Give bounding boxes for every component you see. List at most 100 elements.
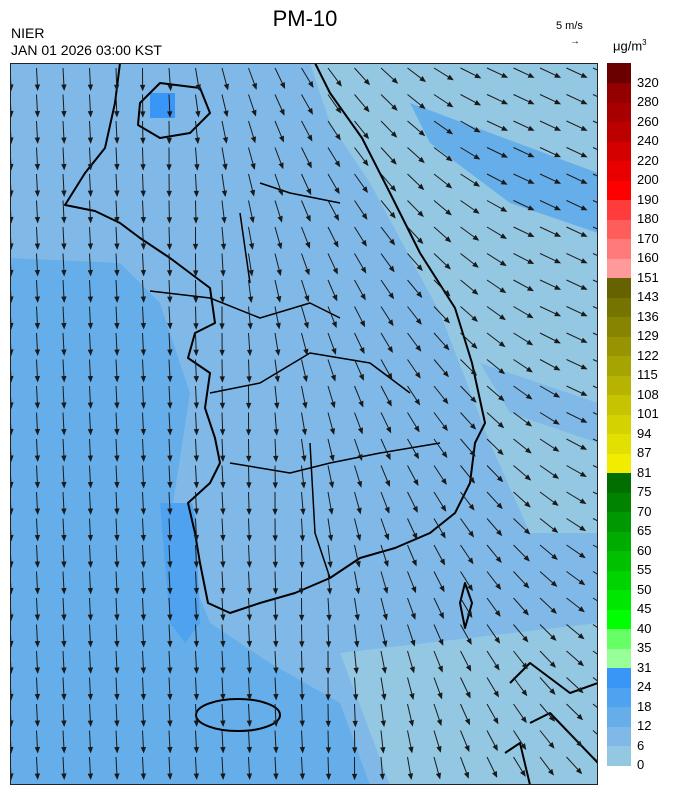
- wind-arrow-head: [34, 773, 41, 780]
- wind-arrow: [592, 385, 598, 389]
- wind-arrow-head: [327, 561, 333, 569]
- wind-arrow-head: [220, 587, 226, 595]
- wind-arrow-head: [219, 402, 226, 410]
- wind-arrow-head: [167, 375, 173, 383]
- wind-arrow-head: [167, 508, 173, 515]
- wind-arrow-head: [220, 534, 226, 542]
- wind-arrow-head: [222, 163, 228, 171]
- colorbar-label: 151: [637, 269, 659, 285]
- wind-arrow-head: [551, 499, 559, 506]
- wind-arrow-head: [167, 720, 173, 727]
- wind-arrow: [592, 491, 598, 495]
- wind-arrow-head: [527, 72, 535, 78]
- colorbar-label: 180: [637, 211, 659, 226]
- wind-arrow-head: [554, 178, 562, 184]
- wind-arrow-head: [354, 587, 361, 595]
- wind-arrow-head: [61, 614, 67, 621]
- wind-arrow: [592, 571, 598, 576]
- wind-arrow-head: [492, 770, 498, 778]
- wind-arrow-head: [464, 745, 470, 753]
- wind-arrow-head: [495, 556, 502, 564]
- colorbar-label: 70: [637, 503, 652, 519]
- wind-arrow-head: [576, 740, 583, 748]
- wind-arrow-head: [492, 744, 498, 752]
- wind-arrow-head: [526, 366, 533, 373]
- wind-arrow-head: [274, 402, 280, 410]
- colorbar-bin: [607, 355, 631, 376]
- colorbar-label: 280: [637, 94, 659, 109]
- wind-arrow-head: [34, 481, 41, 489]
- wind-arrow-head: [307, 107, 313, 115]
- wind-arrow-head: [114, 349, 120, 356]
- wind-arrow-head: [167, 296, 173, 304]
- wind-arrow-head: [388, 292, 395, 300]
- wind-arrow-head: [273, 641, 279, 648]
- colorbar-label: 31: [637, 659, 652, 675]
- wind-arrow-head: [87, 693, 94, 701]
- wind-arrow-head: [275, 349, 281, 356]
- wind-arrow-head: [438, 638, 444, 646]
- wind-arrow-head: [193, 561, 200, 568]
- wind-arrow-head: [329, 428, 336, 435]
- wind-arrow-head: [220, 270, 226, 277]
- wind-arrow-head: [387, 346, 393, 353]
- wind-arrow: [592, 544, 598, 549]
- wind-arrow-head: [446, 128, 454, 135]
- wind-arrow-head: [494, 636, 501, 644]
- wind-arrow-head: [578, 606, 585, 613]
- wind-arrow-head: [549, 688, 556, 695]
- wind-arrow-head: [140, 216, 147, 224]
- wind-arrow-head: [114, 375, 120, 383]
- wind-arrow-head: [61, 455, 67, 462]
- wind-arrow-head: [193, 720, 200, 727]
- wind-arrow-head: [418, 102, 426, 110]
- colorbar-label: 87: [637, 445, 652, 460]
- wind-arrow-head: [246, 482, 252, 489]
- north-boundary: [137, 82, 211, 139]
- wind-arrow-head: [580, 258, 588, 264]
- wind-arrow-head: [580, 99, 588, 105]
- wind-arrow-head: [194, 164, 200, 171]
- wind-arrow-head: [61, 349, 67, 356]
- wind-arrow-head: [416, 264, 423, 272]
- wind-arrow-head: [61, 640, 67, 648]
- wind-arrow-head: [496, 529, 503, 537]
- wind-arrow-head: [466, 611, 473, 619]
- wind-arrow-head: [87, 746, 94, 754]
- wind-arrow-head: [87, 640, 94, 648]
- unit-label: μg/m3: [613, 38, 647, 54]
- wind-arrow-head: [520, 743, 527, 750]
- wind-arrow-head: [140, 773, 147, 780]
- wind-arrow-head: [61, 243, 67, 250]
- wind-arrow-head: [61, 269, 67, 277]
- wind-arrow-head: [193, 323, 199, 330]
- wind-arrow-head: [552, 472, 560, 479]
- wind-arrow-head: [299, 746, 306, 754]
- wind-arrow-head: [114, 693, 120, 701]
- wind-arrow-head: [166, 164, 172, 171]
- wind-arrow-head: [463, 771, 469, 779]
- wind-arrow-head: [167, 667, 173, 674]
- wind-arrow-head: [140, 375, 147, 383]
- wind-arrow-head: [471, 288, 479, 295]
- wind-arrow: [592, 147, 598, 151]
- colorbar-label: 18: [637, 698, 652, 714]
- wind-arrow-head: [61, 481, 67, 489]
- wind-arrow-head: [501, 125, 509, 131]
- wind-arrow-head: [193, 508, 200, 515]
- wind-arrow-head: [299, 535, 306, 542]
- wind-arrow-head: [325, 694, 331, 701]
- wind-arrow-head: [278, 162, 284, 170]
- wind-arrow-head: [140, 190, 146, 198]
- wind-arrow-head: [356, 507, 362, 515]
- wind-arrow-head: [437, 665, 443, 673]
- wind-arrow-head: [61, 534, 67, 542]
- wind-arrow-head: [140, 640, 147, 648]
- colorbar-bin: [607, 375, 631, 395]
- wind-arrow-head: [497, 421, 505, 429]
- wind-arrow-head: [303, 321, 309, 329]
- wind-arrow-head: [417, 210, 424, 218]
- tsushima-island: [459, 582, 473, 629]
- wind-arrow: [592, 306, 598, 310]
- wind-arrow-head: [272, 561, 279, 569]
